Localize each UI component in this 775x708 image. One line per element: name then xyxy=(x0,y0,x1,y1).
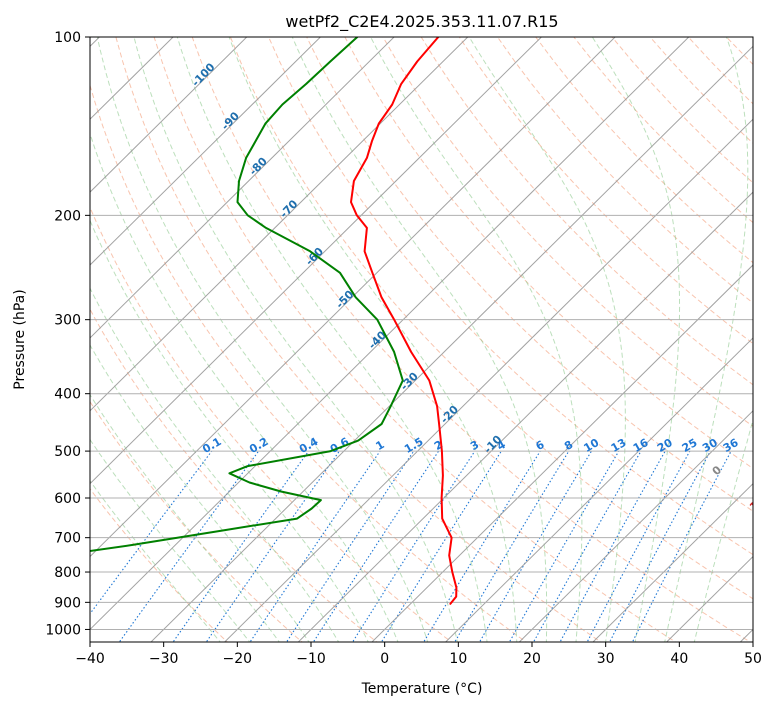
x-tick-label: −30 xyxy=(149,651,179,667)
y-tick-label: 100 xyxy=(54,30,81,46)
y-tick-label: 400 xyxy=(54,387,81,403)
grid-lines xyxy=(90,37,753,642)
mixing-ratio-line xyxy=(380,450,502,642)
dry-adiabat xyxy=(496,37,753,304)
dry-adiabat xyxy=(90,206,453,642)
dry-adiabat xyxy=(115,37,602,642)
mixing-ratio-line xyxy=(559,450,666,642)
isotherm-line xyxy=(150,45,753,642)
mixing-ratio-line xyxy=(508,450,620,642)
dry-adiabat xyxy=(268,37,753,556)
isotherm-line xyxy=(90,37,395,339)
chart-title: wetPf2_C2E4.2025.353.11.07.R15 xyxy=(285,12,558,32)
isotherm-line xyxy=(592,482,753,642)
dry-adiabat xyxy=(306,37,753,512)
dry-adiabat-label: 10 xyxy=(747,494,767,514)
mixing-ratio-line xyxy=(532,450,642,642)
isotherm-line xyxy=(90,37,322,266)
mixing-ratio-line xyxy=(351,450,476,642)
x-tick-label: −40 xyxy=(75,651,105,667)
profile-lines xyxy=(90,37,458,605)
dry-adiabat xyxy=(344,37,753,470)
isotherm-line xyxy=(90,37,690,631)
mixing-ratio-line xyxy=(90,450,213,615)
dry-adiabat xyxy=(382,37,753,427)
mixing-ratio-line xyxy=(478,450,592,642)
x-tick-label: 0 xyxy=(380,651,389,667)
dewpoint-profile xyxy=(90,37,404,553)
x-tick-label: −20 xyxy=(223,651,253,667)
x-tick-label: 10 xyxy=(449,651,467,667)
isotherm-line xyxy=(371,264,753,642)
isotherm-line xyxy=(297,191,753,642)
dry-adiabat xyxy=(90,308,378,642)
mixing-ratio-line xyxy=(631,450,732,642)
x-axis-ticks: −40 −30 −20 −10 0 10 20 30 40 50 xyxy=(75,642,762,667)
y-axis-label: Pressure (hPa) xyxy=(12,289,28,389)
x-tick-label: 50 xyxy=(744,651,762,667)
y-tick-label: 500 xyxy=(54,444,81,460)
mixing-ratio-line xyxy=(172,450,310,642)
dry-adiabat xyxy=(90,487,229,642)
y-tick-label: 1000 xyxy=(45,622,81,638)
dry-adiabat xyxy=(229,37,753,600)
isotherm-line xyxy=(90,37,543,485)
dry-adiabat xyxy=(90,400,303,642)
y-tick-label: 700 xyxy=(54,531,81,547)
mixing-ratio-line xyxy=(586,450,691,642)
mixing-ratio-line xyxy=(118,450,260,642)
temperature-profile xyxy=(350,37,458,605)
isotherm-line xyxy=(90,37,616,558)
isotherm-line xyxy=(518,410,753,642)
mixing-ratio-line xyxy=(312,450,440,642)
isotherm-line xyxy=(90,37,248,193)
x-tick-label: 30 xyxy=(597,651,615,667)
isotherm-line xyxy=(444,337,753,642)
x-tick-label: 40 xyxy=(670,651,688,667)
x-axis-label: Temperature (°C) xyxy=(361,681,483,697)
y-tick-label: 800 xyxy=(54,565,81,581)
isotherm-line xyxy=(223,118,753,642)
y-tick-label: 600 xyxy=(54,491,81,507)
mixing-ratio-line xyxy=(609,450,711,642)
plot-frame xyxy=(89,36,754,643)
x-tick-label: 20 xyxy=(523,651,541,667)
y-tick-label: 200 xyxy=(54,208,81,224)
mixing-ratio-line xyxy=(205,450,340,642)
y-axis-ticks: 100 200 300 400 500 600 700 800 900 1000 xyxy=(45,30,90,638)
y-tick-label: 900 xyxy=(54,595,81,611)
y-tick-label: 300 xyxy=(54,313,81,329)
dry-adiabat xyxy=(458,37,753,345)
x-tick-label: −10 xyxy=(296,651,326,667)
mixing-ratio-line xyxy=(423,450,541,642)
dry-adiabat xyxy=(153,37,677,642)
